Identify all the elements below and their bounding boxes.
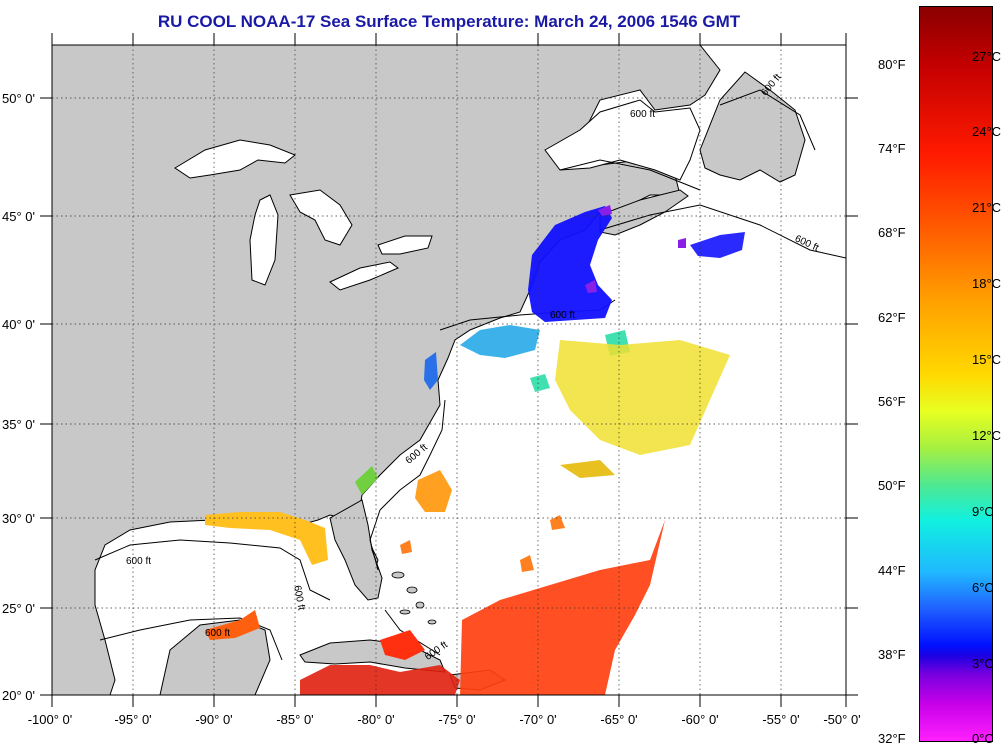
lat-label-50: 50° 0' [2, 91, 35, 106]
lon-label-minus50: -50° 0' [823, 712, 861, 727]
graticule [52, 45, 846, 695]
land-florida [329, 499, 383, 601]
sst-warm-caribbean [300, 665, 460, 695]
isobath-label: 600 ft [630, 109, 655, 120]
lon-label-minus80: -80° 0' [357, 712, 395, 727]
lat-label-45: 45° 0' [2, 209, 35, 224]
map-frame [51, 44, 847, 696]
isobath-label: 600 ft [205, 628, 230, 639]
sst-yellow-offshore [555, 340, 730, 455]
colorbar-c-label: 12°C [972, 428, 1002, 443]
lake-michigan [249, 194, 279, 286]
temperature-colorbar [919, 6, 993, 742]
sst-green-carolina [355, 466, 378, 495]
sst-orange-gulfstream [415, 470, 452, 512]
lon-label-minus60: -60° 0' [681, 712, 719, 727]
isobath-label: 600 ft [550, 310, 575, 321]
lake-superior [174, 139, 296, 179]
land-newfoundland [699, 71, 806, 183]
lat-label-40: 40° 0' [2, 317, 35, 332]
lat-label-20: 20° 0' [2, 688, 35, 703]
lat-label-25: 25° 0' [2, 601, 35, 616]
colorbar-c-label: 18°C [972, 276, 1002, 291]
colorbar-c-label: 21°C [972, 200, 1002, 215]
isobath-label: 600 ft [126, 556, 151, 567]
sst-yellow-streak [560, 460, 615, 478]
map-title: RU COOL NOAA-17 Sea Surface Temperature:… [157, 12, 741, 31]
lat-label-35: 35° 0' [2, 417, 35, 432]
axis-ticks [40, 33, 858, 707]
lake-erie [329, 261, 399, 291]
colorbar-c-label: 9°C [972, 504, 994, 519]
colorbar-f-label: 74°F [878, 141, 906, 156]
lon-label-minus95: -95° 0' [114, 712, 152, 727]
colorbar-c-label: 15°C [972, 352, 1002, 367]
sst-warm-subtropics [460, 520, 665, 695]
colorbar-f-label: 50°F [878, 478, 906, 493]
isobath-label: 600 ft [291, 585, 306, 612]
sst-warm-gulf-patch [205, 610, 260, 640]
colorbar-f-label: 56°F [878, 394, 906, 409]
colorbar-c-label: 6°C [972, 580, 994, 595]
colorbar-f-label: 62°F [878, 310, 906, 325]
sst-warm-florida-strait [380, 630, 425, 660]
sst-gulf-coast [205, 512, 328, 565]
lon-label-minus65: -65° 0' [600, 712, 638, 727]
lon-label-minus85: -85° 0' [276, 712, 314, 727]
colorbar-f-label: 44°F [878, 563, 906, 578]
sst-cyan-blobs [530, 330, 630, 392]
sst-cool-midatlantic [460, 325, 540, 358]
colorbar-c-label: 0°C [972, 731, 994, 746]
colorbar-f-label: 38°F [878, 647, 906, 662]
lat-label-30: 30° 0' [2, 511, 35, 526]
bahamas-islands [391, 571, 437, 625]
sst-chesapeake [424, 352, 438, 390]
lake-ontario [377, 235, 433, 255]
lon-label-minus75: -75° 0' [438, 712, 476, 727]
sst-violet-spots [585, 205, 686, 293]
lon-label-minus100: -100° 0' [27, 712, 73, 727]
lon-label-minus55: -55° 0' [762, 712, 800, 727]
lon-label-minus90: -90° 0' [195, 712, 233, 727]
colorbar-f-label: 32°F [878, 731, 906, 746]
gulf-st-lawrence [544, 99, 701, 181]
colorbar-c-label: 24°C [972, 124, 1002, 139]
lake-huron [289, 189, 353, 246]
sst-cold-shelf [528, 206, 612, 322]
colorbar-c-label: 3°C [972, 656, 994, 671]
colorbar-f-label: 80°F [878, 57, 906, 72]
sst-cold-patches [690, 232, 745, 258]
lon-label-minus70: -70° 0' [519, 712, 557, 727]
colorbar-c-label: 27°C [972, 49, 1002, 64]
colorbar-f-label: 68°F [878, 225, 906, 240]
